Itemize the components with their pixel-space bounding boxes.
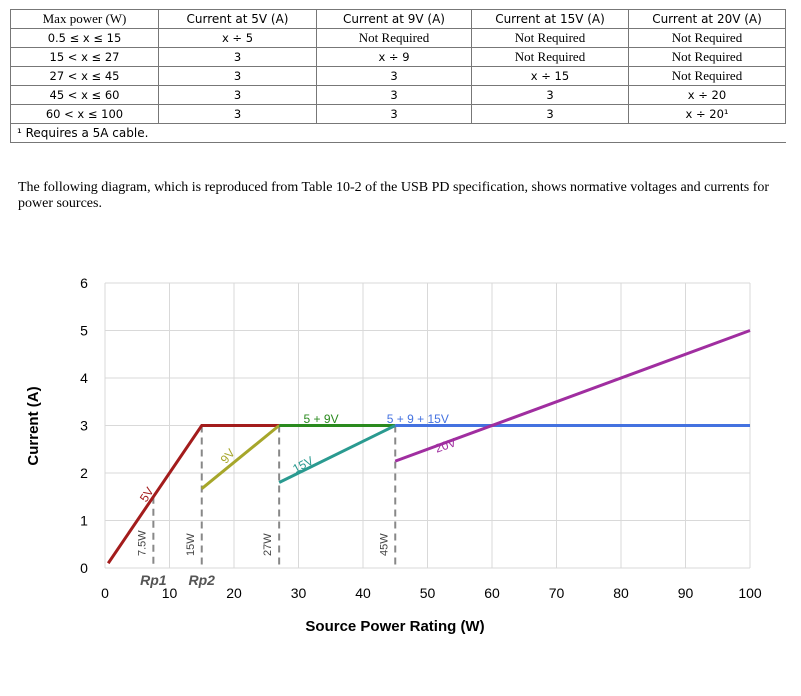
y-tick-label: 0 xyxy=(80,560,88,576)
power-marker-label: 27W xyxy=(262,533,274,556)
power-marker-label: 15W xyxy=(185,533,197,556)
y-axis-title: Current (A) xyxy=(25,386,42,465)
x-tick-label: 30 xyxy=(291,585,307,601)
table-footnote: ¹ Requires a 5A cable. xyxy=(10,123,786,143)
x-tick-label: 50 xyxy=(420,585,436,601)
y-tick-label: 4 xyxy=(80,370,88,386)
table-footnote-row: ¹ Requires a 5A cable. xyxy=(10,123,786,143)
series-line xyxy=(394,329,751,463)
table-header: Current at 20V (A) xyxy=(628,9,786,29)
y-tick-label: 3 xyxy=(80,418,88,434)
table-row: 60 < x ≤ 100 3 3 3 x ÷ 20¹ xyxy=(10,104,786,124)
y-tick-label: 2 xyxy=(80,465,88,481)
x-tick-label: 20 xyxy=(226,585,242,601)
x-tick-label: 10 xyxy=(162,585,178,601)
x-tick-label: 60 xyxy=(484,585,500,601)
series-line xyxy=(278,424,396,484)
table-cell: Not Required xyxy=(628,28,786,48)
table-header-row: Max power (W) Current at 5V (A) Current … xyxy=(10,9,786,29)
current-table: Max power (W) Current at 5V (A) Current … xyxy=(10,9,786,143)
series-label: 5 + 9V xyxy=(304,412,339,426)
x-tick-label: 100 xyxy=(738,585,762,601)
table-cell: Not Required xyxy=(628,66,786,86)
annotation-label: Rp2 xyxy=(189,572,216,588)
x-tick-label: 90 xyxy=(678,585,694,601)
series-label: 20V xyxy=(433,435,458,455)
x-tick-label: 40 xyxy=(355,585,371,601)
power-marker-label: 45W xyxy=(378,533,390,556)
series-label: 5 + 9 + 15V xyxy=(387,412,449,426)
power-marker-label: 7.5W xyxy=(136,530,148,556)
table-cell: 27 < x ≤ 45 xyxy=(10,66,159,86)
y-tick-label: 6 xyxy=(80,275,88,291)
series-line xyxy=(200,424,281,490)
y-tick-label: 5 xyxy=(80,323,88,339)
x-tick-label: 80 xyxy=(613,585,629,601)
y-tick-label: 1 xyxy=(80,513,88,529)
table-cell: x ÷ 15 xyxy=(471,66,629,86)
x-tick-label: 70 xyxy=(549,585,565,601)
table-cell: x ÷ 20 xyxy=(628,85,786,105)
annotation-label: Rp1 xyxy=(140,572,167,588)
x-tick-label: 0 xyxy=(101,585,109,601)
description-paragraph: The following diagram, which is reproduc… xyxy=(18,180,770,211)
series-line xyxy=(106,424,280,565)
series-label: 5V xyxy=(137,485,157,505)
x-axis-title: Source Power Rating (W) xyxy=(305,618,484,635)
table-row: 27 < x ≤ 45 3 3 x ÷ 15 Not Required xyxy=(10,66,786,86)
